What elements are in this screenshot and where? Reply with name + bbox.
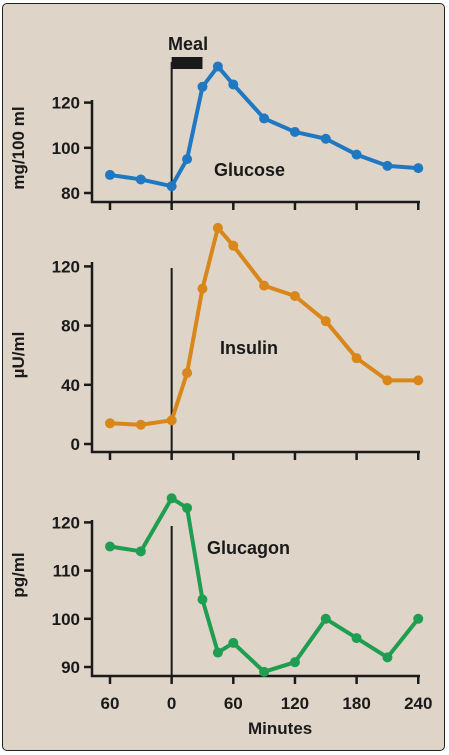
insulin-y-tick-label: 120 (52, 257, 80, 276)
glucose-data-point (259, 113, 270, 124)
glucagon-data-point (212, 647, 223, 658)
insulin-y-tick-label: 80 (61, 317, 80, 336)
glucose-series-label: Glucose (214, 160, 285, 180)
glucagon-data-point (105, 541, 115, 552)
x-tick-label: 180 (342, 694, 370, 713)
insulin-data-point (105, 418, 115, 429)
glucagon-data-point (166, 493, 177, 504)
glucose-data-point (212, 61, 223, 72)
glucagon-data-point (259, 666, 270, 677)
insulin-data-point (197, 283, 208, 294)
insulin-series-label: Insulin (220, 338, 278, 358)
glucagon-y-tick-label: 110 (53, 562, 80, 581)
glucose-data-point (413, 163, 424, 174)
insulin-panel: 0 40 80 120 µU/ml Insulin (9, 222, 424, 460)
insulin-data-point (228, 240, 239, 251)
glucagon-data-point (135, 546, 146, 557)
glucose-data-point (135, 174, 146, 185)
glucagon-panel: 90 100 110 120 pg/ml Glucagon (9, 493, 424, 684)
glucagon-data-point (228, 637, 239, 648)
glucose-data-point (320, 133, 331, 144)
insulin-data-point (212, 222, 223, 233)
insulin-data-point (382, 375, 393, 386)
glucagon-data-point (351, 633, 362, 644)
glucagon-data-point (320, 613, 331, 624)
glucagon-y-tick-label: 100 (52, 610, 80, 629)
figure-panel (2, 3, 445, 751)
glucose-y-tick-label: 80 (61, 184, 80, 203)
glucose-data-point (166, 181, 177, 192)
insulin-y-tick-label: 0 (71, 435, 80, 454)
insulin-data-point (413, 375, 424, 386)
glucagon-y-tick-label: 120 (52, 513, 80, 532)
insulin-data-point (166, 415, 177, 426)
insulin-data-point (135, 419, 146, 430)
glucose-y-axis-title: mg/100 ml (9, 106, 28, 189)
glucose-data-point (105, 169, 115, 180)
meal-bar (171, 57, 203, 69)
insulin-data-point (182, 367, 193, 378)
glucose-data-point (351, 149, 362, 160)
glucose-data-point (228, 79, 239, 90)
glucagon-data-point (182, 502, 193, 513)
insulin-y-tick-label: 40 (61, 376, 80, 395)
glucagon-data-point (197, 594, 208, 605)
glucose-data-point (197, 81, 208, 92)
glucagon-data-point (382, 652, 393, 663)
x-tick-label: 60 (224, 694, 243, 713)
glucagon-series-line (109, 496, 420, 674)
x-tick-label: 240 (404, 694, 432, 713)
insulin-data-point (320, 316, 331, 327)
glucagon-axis (90, 520, 420, 678)
glucagon-y-axis-title: pg/ml (9, 552, 28, 597)
x-tick-label: 60 (101, 694, 120, 713)
glucose-y-tick-label: 120 (52, 94, 80, 113)
insulin-y-axis-title: µU/ml (9, 332, 28, 379)
glucose-data-point (289, 126, 300, 137)
insulin-data-point (259, 280, 270, 291)
insulin-series-line (109, 225, 419, 427)
glucagon-data-point (289, 657, 300, 668)
glucagon-y-tick-label: 90 (61, 658, 80, 677)
glucose-axis (90, 100, 420, 204)
meal-label: Meal (168, 34, 208, 54)
glucagon-data-point (413, 613, 424, 624)
glucose-panel: 80 100 120 mg/100 ml Glucose (9, 57, 424, 210)
x-axis-title: Minutes (248, 719, 312, 738)
x-tick-label: 0 (167, 694, 176, 713)
x-tick-label: 120 (281, 694, 309, 713)
glucose-data-point (382, 160, 393, 171)
glucagon-series-label: Glucagon (207, 538, 290, 558)
insulin-data-point (351, 353, 362, 364)
glucose-y-tick-label: 100 (52, 139, 80, 158)
glucose-data-point (182, 154, 193, 165)
insulin-data-point (289, 291, 300, 301)
